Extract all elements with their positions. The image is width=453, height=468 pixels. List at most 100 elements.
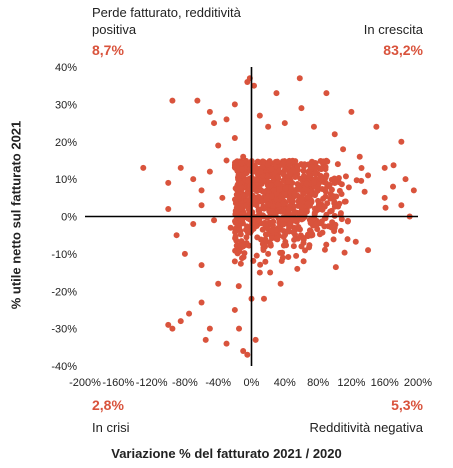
data-point bbox=[382, 204, 389, 211]
x-tick-label: 80% bbox=[307, 377, 329, 389]
data-point bbox=[206, 108, 213, 115]
data-point bbox=[165, 321, 172, 328]
data-point bbox=[310, 123, 317, 130]
data-point bbox=[291, 190, 298, 197]
data-point bbox=[260, 295, 267, 302]
data-point bbox=[256, 159, 263, 166]
y-tick-label: -30% bbox=[51, 324, 77, 336]
data-point bbox=[286, 219, 293, 226]
data-point bbox=[206, 325, 213, 332]
data-point bbox=[253, 188, 260, 195]
data-point bbox=[330, 236, 337, 243]
data-point bbox=[311, 170, 318, 177]
data-point bbox=[227, 224, 234, 231]
data-point bbox=[322, 174, 329, 181]
data-point bbox=[215, 142, 222, 149]
data-point bbox=[390, 183, 397, 190]
quadrant-bottom-left-pct: 2,8% bbox=[92, 397, 124, 413]
data-point bbox=[280, 221, 287, 228]
data-point bbox=[260, 244, 267, 251]
data-point bbox=[267, 269, 274, 276]
data-point bbox=[321, 246, 328, 253]
data-point bbox=[305, 193, 312, 200]
data-point bbox=[235, 283, 242, 290]
data-point bbox=[262, 258, 269, 265]
data-point bbox=[274, 158, 281, 165]
data-point bbox=[320, 158, 327, 165]
x-tick-label: 0% bbox=[244, 377, 260, 389]
data-point bbox=[304, 187, 311, 194]
y-tick-label: -40% bbox=[51, 361, 77, 373]
y-axis-title: % utile netto sul fatturato 2021 bbox=[8, 120, 24, 310]
data-point bbox=[231, 258, 238, 265]
data-point bbox=[258, 198, 265, 205]
data-point bbox=[237, 260, 244, 267]
data-point bbox=[231, 306, 238, 313]
data-point bbox=[256, 269, 263, 276]
x-tick-label: -80% bbox=[172, 377, 198, 389]
data-point bbox=[252, 336, 259, 343]
data-point bbox=[177, 318, 184, 325]
data-point bbox=[140, 164, 147, 171]
x-tick-label: -200% bbox=[69, 377, 101, 389]
data-point bbox=[334, 161, 341, 168]
data-point bbox=[286, 157, 293, 164]
data-point bbox=[303, 180, 310, 187]
data-point bbox=[331, 198, 338, 205]
data-point bbox=[279, 200, 286, 207]
data-point bbox=[285, 205, 292, 212]
data-point bbox=[381, 164, 388, 171]
data-point bbox=[311, 179, 318, 186]
data-point bbox=[177, 164, 184, 171]
data-point bbox=[298, 161, 305, 168]
data-point bbox=[280, 208, 287, 215]
data-point bbox=[234, 250, 241, 257]
data-point bbox=[331, 131, 338, 138]
data-point bbox=[398, 202, 405, 209]
data-point bbox=[283, 242, 290, 249]
data-point bbox=[264, 172, 271, 179]
data-point bbox=[250, 82, 257, 89]
data-point bbox=[308, 163, 315, 170]
data-point bbox=[326, 182, 333, 189]
data-point bbox=[273, 235, 280, 242]
data-point bbox=[235, 193, 242, 200]
data-point bbox=[202, 336, 209, 343]
data-point bbox=[233, 204, 240, 211]
data-point bbox=[282, 231, 289, 238]
data-point bbox=[332, 264, 339, 271]
data-point bbox=[238, 203, 245, 210]
data-point bbox=[313, 221, 320, 228]
data-point bbox=[275, 201, 282, 208]
data-point bbox=[291, 167, 298, 174]
data-point bbox=[223, 116, 230, 123]
data-point bbox=[273, 90, 280, 97]
data-point bbox=[302, 247, 309, 254]
data-point bbox=[285, 253, 292, 260]
data-point bbox=[361, 188, 368, 195]
data-point bbox=[190, 220, 197, 227]
data-point bbox=[311, 192, 318, 199]
data-point bbox=[292, 174, 299, 181]
data-point bbox=[219, 194, 226, 201]
data-point bbox=[254, 234, 261, 241]
y-tick-label: 40% bbox=[55, 62, 77, 74]
data-point bbox=[290, 243, 297, 250]
data-point bbox=[344, 218, 351, 225]
quadrant-top-left-label: Perde fatturato, redditività positiva bbox=[92, 5, 241, 37]
x-tick-label: 200% bbox=[404, 377, 432, 389]
data-point bbox=[288, 186, 295, 193]
data-point bbox=[279, 160, 286, 167]
data-point bbox=[240, 243, 247, 250]
data-point bbox=[252, 196, 259, 203]
data-point bbox=[338, 191, 345, 198]
data-point bbox=[398, 138, 405, 145]
data-point bbox=[252, 164, 259, 171]
data-point bbox=[331, 180, 338, 187]
data-point bbox=[323, 90, 330, 97]
data-point bbox=[237, 180, 244, 187]
data-point bbox=[198, 262, 205, 269]
data-point bbox=[279, 249, 286, 256]
data-point bbox=[345, 184, 352, 191]
data-point bbox=[173, 232, 180, 239]
